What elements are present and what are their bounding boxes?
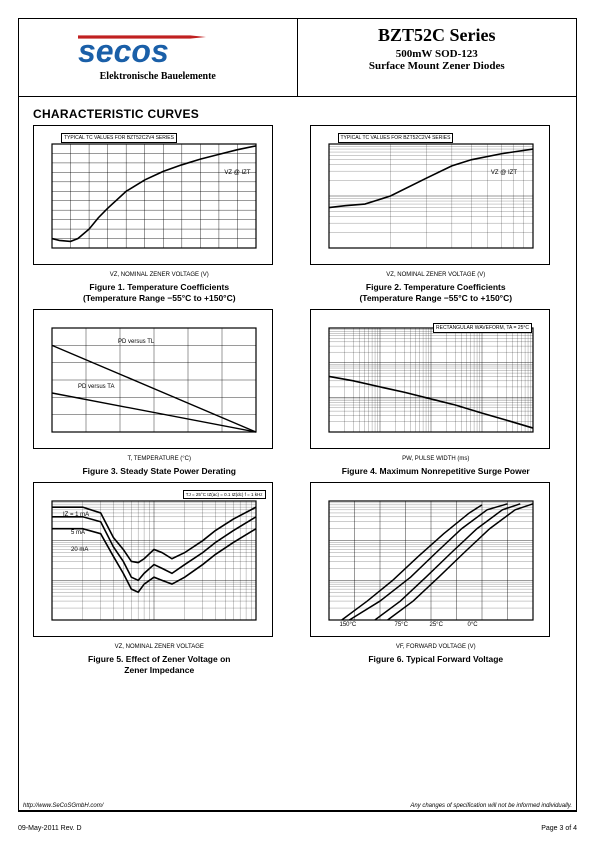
- fig5-sub: Zener Impedance: [33, 665, 286, 675]
- fig3: PD, STEADY STATE POWER DISSIPATION (WATT…: [33, 309, 286, 477]
- fig4-xlabel: PW, PULSE WIDTH (ms): [310, 456, 563, 462]
- fig4-inbox: RECTANGULAR WAVEFORM, TA = 25°C: [433, 323, 532, 333]
- fig3-annot1: PD versus TL: [118, 339, 154, 345]
- fig6-annot1: 150°C: [340, 622, 357, 628]
- spec-line-1: 500mW SOD-123: [298, 48, 577, 60]
- charts-area: αVZ, TEMPERATURE COEFFICIENT (mV/°C) TYP…: [19, 125, 576, 675]
- spec-line-2: Surface Mount Zener Diodes: [298, 60, 577, 72]
- section-title: CHARACTERISTIC CURVES: [19, 97, 576, 125]
- series-title: BZT52C Series: [298, 25, 577, 46]
- fig3-chart: [33, 309, 273, 449]
- title-cell: BZT52C Series 500mW SOD-123 Surface Moun…: [298, 19, 577, 96]
- logo-subtitle: Elektronische Bauelemente: [100, 71, 216, 82]
- fig4: Ppk, PEAK SURGE POWER (WATTS) RECTANGULA…: [310, 309, 563, 477]
- fig1-sub: (Temperature Range −55°C to +150°C): [33, 293, 286, 303]
- chart-row-1: αVZ, TEMPERATURE COEFFICIENT (mV/°C) TYP…: [33, 125, 562, 303]
- footer-disclaimer: Any changes of specification will not be…: [410, 803, 572, 809]
- fig1-chart: [33, 125, 273, 265]
- fig5-xlabel: VZ, NOMINAL ZENER VOLTAGE: [33, 644, 286, 650]
- logo-cell: secos Elektronische Bauelemente: [19, 19, 298, 96]
- fig4-title: Figure 4. Maximum Nonrepetitive Surge Po…: [310, 466, 563, 477]
- fig2-chart: [310, 125, 550, 265]
- fig6-chart: [310, 482, 550, 637]
- fig2-inbox: TYPICAL TC VALUES FOR BZT52C2V4 SERIES: [338, 133, 454, 143]
- fig2: αVZ, TEMPERATURE COEFFICIENT (mV/°C) TYP…: [310, 125, 563, 303]
- chart-row-3: ZZT, DYNAMIC IMPEDANCE (Ω) TJ = 25°C IZ(…: [33, 482, 562, 675]
- fig1-title: Figure 1. Temperature Coefficients: [33, 282, 286, 293]
- fig2-sub: (Temperature Range −55°C to +150°C): [310, 293, 563, 303]
- fig3-title: Figure 3. Steady State Power Derating: [33, 466, 286, 477]
- footer-divider: http://www.SeCoSGmbH.com/ Any changes of…: [19, 810, 576, 811]
- chart-row-2: PD, STEADY STATE POWER DISSIPATION (WATT…: [33, 309, 562, 477]
- fig6-xlabel: VF, FORWARD VOLTAGE (V): [310, 644, 563, 650]
- page-frame: secos Elektronische Bauelemente BZT52C S…: [18, 18, 577, 812]
- fig2-annot: VZ @ IZT: [491, 170, 517, 176]
- fig5-annot2: 5 mA: [71, 530, 85, 536]
- fig2-title: Figure 2. Temperature Coefficients: [310, 282, 563, 293]
- fig1-inbox: TYPICAL TC VALUES FOR BZT52C2V4 SERIES: [61, 133, 177, 143]
- fig6-annot3: 25°C: [430, 622, 443, 628]
- fig6-title: Figure 6. Typical Forward Voltage: [310, 654, 563, 665]
- fig1-annot: VZ @ IZT: [224, 170, 250, 176]
- fig5-chart: [33, 482, 273, 637]
- footer-url: http://www.SeCoSGmbH.com/: [23, 803, 103, 809]
- fig3-xlabel: T, TEMPERATURE (°C): [33, 456, 286, 462]
- fig1: αVZ, TEMPERATURE COEFFICIENT (mV/°C) TYP…: [33, 125, 286, 303]
- fig6: IF, FORWARD CURRENT (mA) 150°C 75°C 25°C…: [310, 482, 563, 675]
- fig6-annot2: 75°C: [395, 622, 408, 628]
- fig5-annot3: 20 mA: [71, 547, 88, 553]
- footer-page: Page 3 of 4: [541, 825, 577, 832]
- fig6-annot4: 0°C: [468, 622, 478, 628]
- fig1-xlabel: VZ, NOMINAL ZENER VOLTAGE (V): [33, 272, 286, 278]
- header: secos Elektronische Bauelemente BZT52C S…: [19, 19, 576, 97]
- fig2-xlabel: VZ, NOMINAL ZENER VOLTAGE (V): [310, 272, 563, 278]
- secos-logo: secos: [78, 33, 238, 73]
- fig5: ZZT, DYNAMIC IMPEDANCE (Ω) TJ = 25°C IZ(…: [33, 482, 286, 675]
- fig5-inbox: TJ = 25°C IZ(ac) = 0.1 IZ(dc) f = 1 kHz: [183, 490, 266, 499]
- page-footer: 09-May-2011 Rev. D Page 3 of 4: [18, 825, 577, 832]
- fig5-title: Figure 5. Effect of Zener Voltage on: [33, 654, 286, 665]
- fig5-annot1: IZ = 1 mA: [63, 512, 89, 518]
- fig3-annot2: PD versus TA: [78, 384, 114, 390]
- footer-date: 09-May-2011 Rev. D: [18, 825, 82, 832]
